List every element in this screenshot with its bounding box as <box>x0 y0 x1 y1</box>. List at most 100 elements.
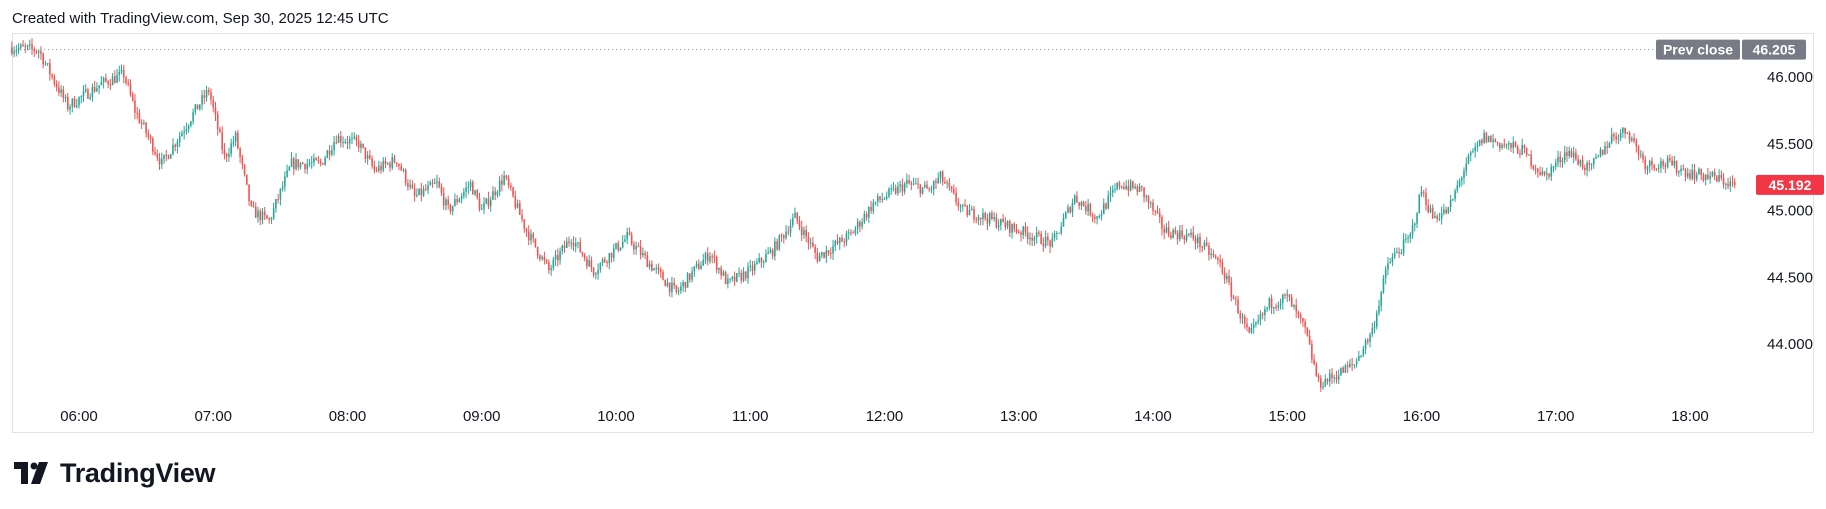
candle-body <box>1599 149 1602 157</box>
candle-body <box>606 261 608 264</box>
candle-body <box>87 89 89 99</box>
candle-body <box>523 219 526 229</box>
candle-body <box>991 213 993 219</box>
candle-body <box>545 259 548 263</box>
candle-body <box>525 228 528 232</box>
candle-body <box>1635 140 1638 147</box>
candle-body <box>286 170 288 177</box>
candle-body <box>333 142 335 151</box>
candle-body <box>1557 156 1559 163</box>
candle-body <box>494 191 496 196</box>
candle-body <box>843 241 846 243</box>
prev-close-label: Prev close <box>1663 42 1733 58</box>
candle-body <box>852 232 854 234</box>
candle-body <box>46 63 49 65</box>
candle-body <box>134 100 136 113</box>
candles-layer <box>11 38 1736 392</box>
candle-body <box>196 104 199 110</box>
candle-body <box>595 273 597 275</box>
candle-body <box>1210 253 1212 255</box>
candle-body <box>941 171 944 182</box>
candle-body <box>1022 226 1025 236</box>
candle-body <box>496 192 499 196</box>
candle-body <box>1684 169 1687 177</box>
candle-body <box>1311 344 1313 360</box>
candle-body <box>140 122 143 124</box>
candle-body <box>559 251 561 261</box>
candle-body <box>865 213 868 218</box>
candle-body <box>1358 356 1360 361</box>
prev-close-tag <box>1656 39 1740 60</box>
candle-body <box>644 253 646 256</box>
candle-body <box>1333 377 1336 379</box>
candle-body <box>1248 327 1251 333</box>
candle-body <box>1107 195 1110 209</box>
candle-body <box>149 136 152 139</box>
price-tick-label: 44.000 <box>1767 336 1813 353</box>
candle-body <box>1662 161 1664 166</box>
candle-body <box>1094 216 1096 219</box>
candle-body <box>313 158 315 163</box>
candle-body <box>552 259 555 269</box>
candle-body <box>906 180 908 184</box>
candle-body <box>962 204 964 207</box>
candle-body <box>890 188 893 190</box>
candle-body <box>928 188 931 190</box>
candle-body <box>1716 176 1718 182</box>
candle-body <box>58 87 60 93</box>
candle-body <box>917 183 919 185</box>
candle-body <box>1389 262 1391 264</box>
candle-body <box>1369 334 1371 342</box>
candle-body <box>850 232 852 234</box>
candle-body <box>102 77 105 83</box>
candle-body <box>319 161 322 164</box>
candle-body <box>1053 233 1056 239</box>
candle-body <box>373 165 376 170</box>
candle-body <box>655 267 658 269</box>
candle-body <box>1165 227 1168 233</box>
candle-body <box>1572 152 1575 157</box>
candle-body <box>785 231 787 238</box>
candle-body <box>1017 232 1020 234</box>
candle-body <box>1006 221 1009 228</box>
candle-body <box>633 243 635 250</box>
candle-body <box>1302 318 1304 322</box>
candle-body <box>995 217 998 228</box>
candle-body <box>1512 142 1515 148</box>
candle-body <box>295 159 297 169</box>
candle-body <box>122 69 125 78</box>
candle-body <box>69 106 71 110</box>
candle-body <box>44 63 47 65</box>
candle-body <box>1702 175 1705 181</box>
candle-body <box>1698 168 1700 175</box>
candle-body <box>1434 216 1436 219</box>
candle-body <box>731 276 734 279</box>
candle-body <box>315 158 317 161</box>
candle-body <box>398 163 400 166</box>
candle-body <box>1201 247 1204 249</box>
candle-body <box>724 272 727 285</box>
candle-body <box>1163 228 1165 233</box>
candle-body <box>1246 323 1248 328</box>
candle-body <box>185 128 188 132</box>
candle-body <box>1042 244 1045 247</box>
candle-body <box>521 214 523 220</box>
tradingview-logo[interactable]: TradingView <box>14 458 216 488</box>
candle-body <box>1720 175 1723 179</box>
candle-body <box>1537 168 1539 173</box>
candle-body <box>1257 320 1259 323</box>
candle-body <box>1237 299 1239 314</box>
candle-body <box>71 98 74 107</box>
candle-body <box>1523 145 1526 149</box>
candle-body <box>1476 145 1479 147</box>
candle-body <box>263 211 266 216</box>
candle-body <box>1315 364 1318 377</box>
candle-body <box>480 209 483 211</box>
candle-body <box>953 189 955 193</box>
candle-body <box>935 181 937 184</box>
candle-body <box>1487 136 1490 143</box>
candle-body <box>1606 146 1609 148</box>
candle-body <box>478 197 481 210</box>
candle-body <box>207 90 210 93</box>
